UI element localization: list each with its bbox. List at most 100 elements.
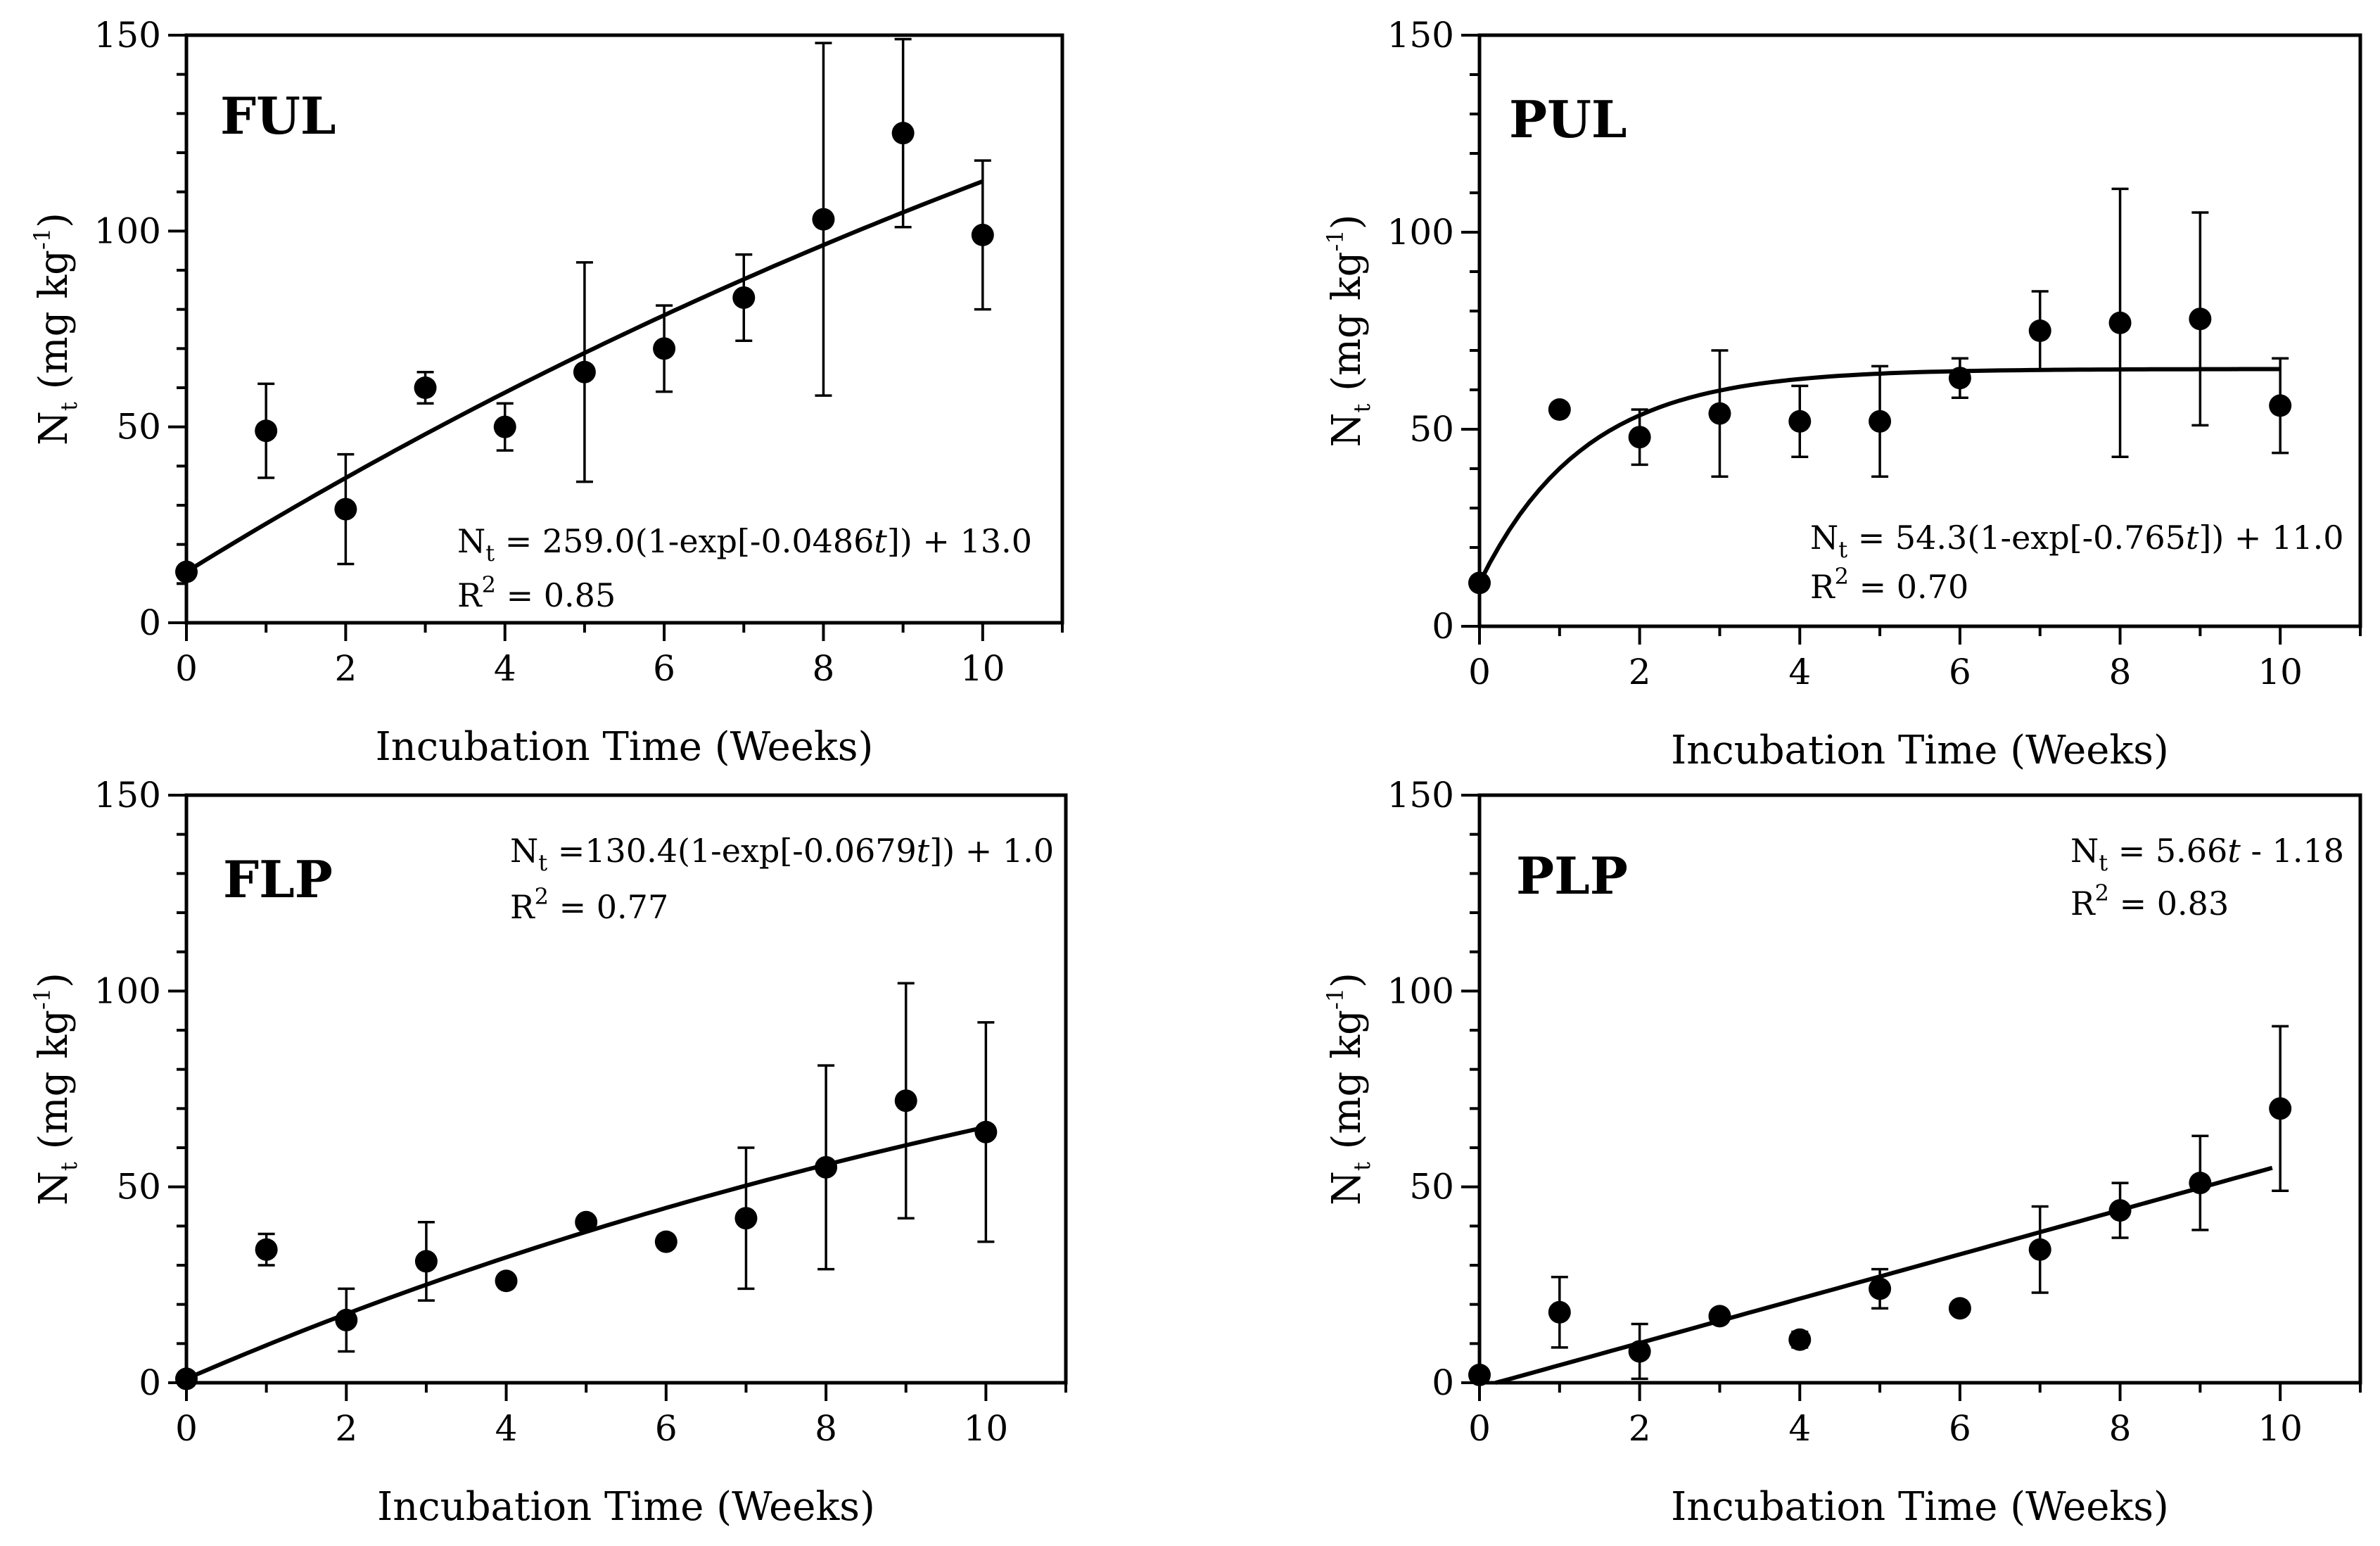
x-tick-label: 8 — [813, 648, 835, 689]
y-tick-label: 150 — [94, 775, 161, 816]
x-tick-label: 8 — [815, 1408, 837, 1449]
equation-rhs: = 5.66 — [2108, 832, 2227, 870]
x-axis-label: Incubation Time (Weeks) — [1671, 1484, 2169, 1530]
x-tick-label: 2 — [1629, 1408, 1651, 1449]
plot-frame — [1477, 33, 2362, 628]
r-squared-value: = 0.85 — [496, 576, 616, 614]
y-axis-label: Nt (mg kg-1) — [1322, 972, 1375, 1205]
data-point — [1468, 1363, 1491, 1386]
y-label-unit-close: ) — [1324, 972, 1370, 988]
data-point — [175, 1367, 198, 1390]
data-point — [414, 376, 437, 399]
data-point — [175, 560, 198, 583]
data-point — [255, 419, 278, 443]
equation-variable: t — [2227, 832, 2241, 870]
data-point — [2108, 311, 2132, 334]
x-tick-label: 6 — [1949, 1408, 1971, 1449]
data-point — [812, 208, 835, 231]
x-axis-label: Incubation Time (Weeks) — [1671, 728, 2169, 773]
data-point — [654, 1230, 677, 1253]
y-tick-label: 50 — [116, 407, 161, 448]
r-squared-value: = 0.77 — [549, 888, 668, 926]
r-squared-exponent: 2 — [2095, 880, 2109, 906]
r-squared-symbol: R — [1810, 568, 1835, 606]
panel-label: FLP — [223, 849, 333, 909]
data-point — [653, 337, 676, 360]
equation-rhs-end: ]) + 1.0 — [929, 832, 1054, 870]
data-point — [2028, 1238, 2051, 1261]
x-tick-label: 10 — [964, 1408, 1009, 1449]
y-label-unit: (mg kg — [1324, 1010, 1370, 1162]
data-point — [1468, 571, 1491, 595]
equation-lhs-subscript: t — [538, 849, 547, 876]
y-label-subscript: t — [56, 402, 82, 411]
y-label-symbol: N — [31, 1171, 77, 1205]
x-tick-label: 10 — [2258, 652, 2303, 692]
y-axis-label: Nt (mg kg-1) — [29, 972, 82, 1205]
y-tick-label: 0 — [139, 1362, 161, 1403]
y-tick-label: 100 — [1387, 970, 1454, 1011]
fit-equation: Nt =130.4(1-exp[-0.0679t]) + 1.0 — [510, 832, 1054, 876]
x-tick-label: 8 — [2109, 1408, 2132, 1449]
y-axis-label: Nt (mg kg-1) — [1322, 214, 1375, 447]
fit-curve — [1495, 1165, 2273, 1385]
data-point — [1869, 1277, 1892, 1300]
x-tick-label: 10 — [960, 648, 1005, 689]
equation-rhs: = 259.0(1-exp[-0.0486 — [495, 522, 874, 560]
equation-lhs-subscript: t — [485, 540, 495, 566]
x-tick-label: 10 — [2258, 1408, 2303, 1449]
y-label-subscript: t — [1349, 404, 1375, 413]
data-point — [1628, 1340, 1651, 1363]
y-tick-label: 100 — [94, 970, 161, 1011]
data-point — [1788, 410, 1812, 433]
data-point — [1948, 1297, 1971, 1320]
fit-equation: Nt = 259.0(1-exp[-0.0486t]) + 13.0 — [457, 522, 1032, 566]
x-tick-label: 4 — [1788, 652, 1811, 692]
panel-label: FUL — [220, 86, 336, 146]
equation-lhs: N — [2070, 832, 2099, 870]
data-point — [575, 1210, 598, 1234]
r-squared: R2 = 0.77 — [510, 883, 668, 926]
y-tick-label: 0 — [139, 602, 161, 643]
r-squared-symbol: R — [510, 888, 535, 926]
panel-label: PLP — [1516, 846, 1628, 906]
equation-rhs-end: - 1.18 — [2241, 832, 2344, 870]
x-tick-label: 6 — [1949, 652, 1971, 692]
plot-frame — [1477, 793, 2362, 1385]
x-tick-label: 0 — [1468, 1408, 1491, 1449]
x-tick-label: 6 — [655, 1408, 677, 1449]
data-point — [1708, 1305, 1731, 1328]
data-point — [1869, 410, 1892, 433]
y-label-unit-superscript: -1 — [1322, 229, 1349, 251]
y-tick-label: 100 — [94, 210, 161, 251]
r-squared-exponent: 2 — [535, 883, 549, 910]
r-squared: R2 = 0.85 — [457, 571, 616, 614]
r-squared-value: = 0.70 — [1849, 568, 1968, 606]
y-tick-label: 50 — [1409, 1167, 1454, 1208]
x-tick-label: 4 — [494, 648, 516, 689]
y-tick-label: 0 — [1432, 1362, 1454, 1403]
y-label-unit: (mg kg — [31, 250, 77, 402]
y-tick-label: 150 — [1387, 15, 1454, 56]
fit-equation: Nt = 5.66t - 1.18 — [2070, 832, 2344, 876]
y-tick-label: 100 — [1387, 212, 1454, 253]
r-squared: R2 = 0.83 — [2070, 880, 2229, 923]
y-tick-label: 0 — [1432, 606, 1454, 647]
y-label-unit-close: ) — [31, 972, 77, 988]
fit-equation: Nt = 54.3(1-exp[-0.765t]) + 11.0 — [1810, 519, 2343, 563]
y-label-unit: (mg kg — [1324, 251, 1370, 403]
data-point — [894, 1089, 917, 1113]
panel-label: PUL — [1509, 89, 1627, 149]
data-point — [891, 122, 915, 145]
x-tick-label: 6 — [653, 648, 675, 689]
data-point — [974, 1120, 998, 1143]
r-squared-symbol: R — [2070, 885, 2096, 923]
r-squared-exponent: 2 — [1835, 563, 1849, 590]
y-tick-label: 50 — [1409, 409, 1454, 450]
x-tick-label: 2 — [334, 648, 357, 689]
data-point — [734, 1207, 758, 1230]
r-squared-symbol: R — [457, 576, 483, 614]
